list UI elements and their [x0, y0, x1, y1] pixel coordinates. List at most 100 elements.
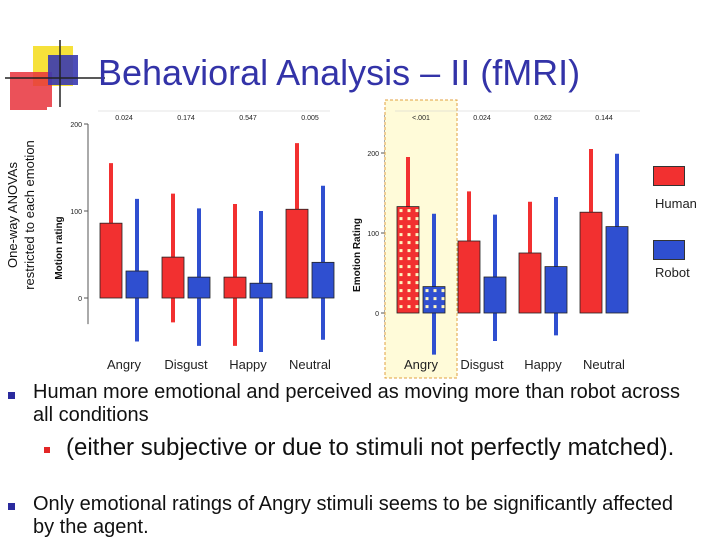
highlight-pattern-dot	[441, 297, 445, 301]
highlight-pattern-dot	[415, 257, 419, 261]
category-label: Happy	[229, 357, 267, 372]
highlight-pattern-dot	[399, 241, 403, 245]
y-tick-label: 200	[367, 151, 379, 158]
p-value-label: 0.547	[239, 115, 257, 122]
bar	[483, 276, 507, 314]
p-value-label: 0.174	[177, 115, 195, 122]
bar	[605, 226, 629, 314]
highlight-pattern-dot	[415, 289, 419, 293]
category-label: Angry	[404, 357, 438, 372]
highlight-pattern-dot	[399, 209, 403, 213]
highlight-pattern-dot	[399, 281, 403, 285]
highlight-pattern-dot	[415, 265, 419, 269]
category-label: Disgust	[460, 357, 504, 372]
highlight-pattern-dot	[415, 249, 419, 253]
highlight-pattern-dot	[407, 265, 411, 269]
highlight-pattern-dot	[415, 209, 419, 213]
p-value-label: 0.024	[115, 115, 133, 122]
highlight-pattern-dot	[407, 209, 411, 213]
p-value-label: 0.144	[595, 115, 613, 122]
highlight-pattern-dot	[407, 249, 411, 253]
highlight-pattern-dot	[415, 297, 419, 301]
bar	[125, 270, 149, 299]
highlight-pattern-dot	[415, 241, 419, 245]
category-label: Happy	[524, 357, 562, 372]
highlight-pattern-dot	[399, 265, 403, 269]
legend-label-human: Human	[655, 196, 697, 211]
p-value-label: 0.024	[473, 115, 491, 122]
bar	[579, 211, 603, 314]
category-label: Neutral	[289, 357, 331, 372]
bullet-text-2: (either subjective or due to stimuli not…	[66, 434, 675, 461]
y-tick-label: 0	[78, 296, 82, 303]
highlight-pattern-dot	[399, 289, 403, 293]
highlight-pattern-dot	[407, 241, 411, 245]
highlight-pattern-dot	[415, 233, 419, 237]
highlight-pattern-dot	[399, 257, 403, 261]
bar	[99, 222, 123, 299]
highlight-pattern-dot	[407, 305, 411, 309]
category-label: Angry	[107, 357, 141, 372]
charts-area: 0 100 200 Motion rating 0.024 Angry 0.174 Disgu…	[54, 99, 640, 379]
y-tick-label: 100	[367, 231, 379, 238]
highlight-pattern-dot	[441, 289, 445, 293]
legend-swatch-human	[653, 166, 685, 186]
highlight-pattern-dot	[399, 305, 403, 309]
category-label: Disgust	[164, 357, 208, 372]
bar	[223, 276, 247, 299]
p-value-label: 0.005	[301, 115, 319, 122]
highlight-pattern-dot	[407, 225, 411, 229]
highlight-pattern-dot	[415, 217, 419, 221]
highlight-pattern-dot	[407, 217, 411, 221]
bar	[161, 256, 185, 299]
bar	[249, 282, 273, 299]
bar	[544, 266, 568, 314]
highlight-pattern-dot	[433, 297, 437, 301]
highlight-pattern-dot	[399, 225, 403, 229]
y-tick-label: 100	[70, 209, 82, 216]
highlight-pattern-dot	[415, 273, 419, 277]
highlight-pattern-dot	[407, 257, 411, 261]
slide-title: Behavioral Analysis – II (fMRI)	[98, 52, 581, 93]
highlight-pattern-dot	[407, 233, 411, 237]
highlight-pattern-dot	[415, 281, 419, 285]
sub-bullet-marker	[44, 447, 50, 453]
highlight-pattern-dot	[399, 273, 403, 277]
highlight-pattern-dot	[415, 305, 419, 309]
y-tick-label: 200	[70, 122, 82, 129]
legend-swatch-robot	[653, 240, 685, 260]
highlight-pattern-dot	[399, 249, 403, 253]
highlight-pattern-dot	[433, 305, 437, 309]
highlight-pattern-dot	[407, 297, 411, 301]
y-axis-label: Emotion Rating	[352, 218, 363, 292]
motion-rating-chart: 0 100 200 Motion rating 0.024 Angry 0.174 Disgu…	[54, 110, 335, 372]
p-value-label: <.001	[412, 115, 430, 122]
highlight-pattern-dot	[407, 273, 411, 277]
bar	[285, 208, 309, 299]
highlight-pattern-dot	[441, 305, 445, 309]
bar	[187, 276, 211, 299]
y-axis-label: Motion rating	[54, 216, 65, 279]
p-value-label: 0.262	[534, 115, 552, 122]
highlight-pattern-dot	[407, 281, 411, 285]
highlight-pattern-dot	[425, 289, 429, 293]
highlight-pattern-dot	[399, 297, 403, 301]
highlight-pattern-dot	[415, 225, 419, 229]
highlight-pattern-dot	[425, 305, 429, 309]
corner-decoration	[0, 0, 110, 115]
category-label: Neutral	[583, 357, 625, 372]
highlight-pattern-dot	[399, 233, 403, 237]
bullet-text-1: Human more emotional and perceived as mo…	[33, 381, 680, 426]
y-tick-label: 0	[375, 311, 379, 318]
bar	[518, 252, 542, 314]
highlight-box	[384, 99, 458, 379]
emotion-rating-chart: 0 100 200 Emotion Rating <.001 Angry 0.024 Disg…	[352, 99, 640, 379]
bullet-text-3: Only emotional ratings of Angry stimuli …	[33, 493, 673, 538]
highlight-pattern-dot	[399, 217, 403, 221]
highlight-pattern-dot	[433, 289, 437, 293]
highlight-pattern-dot	[407, 289, 411, 293]
legend-label-robot: Robot	[655, 265, 690, 280]
bullet-marker	[8, 392, 15, 399]
bar	[311, 261, 335, 299]
bullet-marker	[8, 503, 15, 510]
